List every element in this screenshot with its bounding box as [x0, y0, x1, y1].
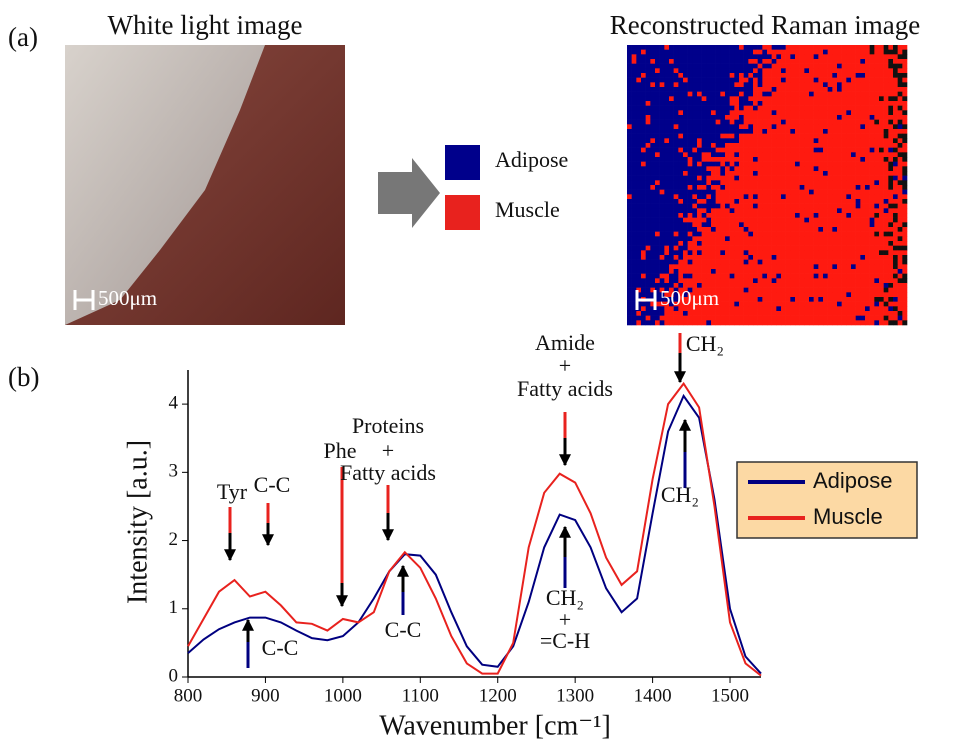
legend: Adipose Muscle [737, 462, 917, 538]
x-tick-label: 1400 [634, 685, 672, 706]
annotation: CH₂ [686, 331, 724, 356]
legend-label: Adipose [495, 147, 568, 172]
legend-swatch [445, 145, 480, 180]
line-series [188, 396, 761, 674]
page: (a) White light image Reconstructed Rama… [0, 0, 967, 747]
image-title: White light image [108, 10, 303, 40]
x-axis-label: Wavenumber [cm⁻¹] [379, 710, 611, 741]
white-light-image [65, 45, 345, 325]
image-title: Reconstructed Raman image [610, 10, 920, 40]
x-tick-label: 1300 [556, 685, 594, 706]
annotation: =C-H [540, 628, 590, 653]
annotation: C-C [385, 617, 422, 642]
scale-label: 500μm [98, 286, 157, 310]
plot: 800 900 1000 1100 1200 1300 1400 1500 0 1 2 3 4 [169, 370, 762, 706]
y-tick-label: 0 [169, 665, 179, 686]
x-tick-label: 1500 [711, 685, 749, 706]
legend-label: Adipose [813, 468, 893, 493]
raman-image [627, 45, 907, 325]
y-tick-label: 3 [169, 461, 179, 482]
x-tick-label: 1000 [324, 685, 362, 706]
x-tick-label: 1200 [479, 685, 517, 706]
line-series [188, 384, 761, 676]
arrow [378, 158, 440, 228]
figure: (a) White light image Reconstructed Rama… [0, 0, 967, 747]
y-tick-label: 4 [169, 392, 179, 413]
annotation-arrows [230, 333, 685, 668]
legend-label: Muscle [813, 504, 883, 529]
annotation: C-C [254, 472, 291, 497]
legend-label: Muscle [495, 197, 560, 222]
y-tick-label: 2 [169, 529, 179, 550]
x-tick-label: 900 [251, 685, 280, 706]
x-tick-label: 800 [174, 685, 203, 706]
annotation: Amide [535, 330, 595, 355]
legend-swatch [445, 195, 480, 230]
panel-label: (a) [8, 22, 38, 52]
annotation: C-C [262, 635, 299, 660]
y-tick-label: 1 [169, 597, 179, 618]
annotation: Fatty acids [517, 376, 613, 401]
scale-label: 500μm [660, 286, 719, 310]
annotation: Proteins [352, 413, 424, 438]
annotation: + [559, 353, 571, 378]
annotation: CH₂ [661, 482, 699, 507]
y-axis-label: Intensity [a.u.] [122, 440, 153, 604]
x-tick-label: 1100 [402, 685, 439, 706]
annotation: Fatty acids [340, 460, 436, 485]
panel-label: (b) [8, 362, 39, 392]
annotation: Tyr [217, 479, 248, 504]
